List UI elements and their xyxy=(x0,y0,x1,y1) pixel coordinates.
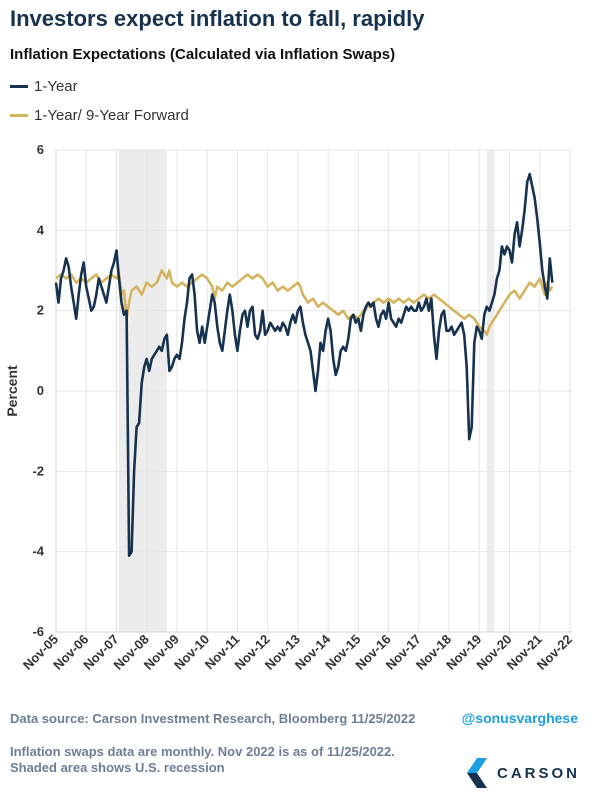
footnote: Inflation swaps data are monthly. Nov 20… xyxy=(10,744,395,776)
carson-logo-icon xyxy=(466,758,487,788)
footnote-line-2: Shaded area shows U.S. recession xyxy=(10,760,225,775)
chart-title: Investors expect inflation to fall, rapi… xyxy=(10,6,425,31)
y-tick-label-2: -2 xyxy=(32,463,44,478)
y-tick-label-1: -4 xyxy=(32,544,44,559)
data-source: Data source: Carson Investment Research,… xyxy=(10,711,416,726)
legend-item-1-year: 1-Year xyxy=(10,78,78,95)
legend-label-forward: 1-Year/ 9-Year Forward xyxy=(34,107,189,124)
y-axis-label: Percent xyxy=(4,365,20,417)
brand-name: CARSON xyxy=(496,764,580,782)
legend-item-forward: 1-Year/ 9-Year Forward xyxy=(10,107,189,124)
y-tick-label-4: 2 xyxy=(37,303,44,318)
y-tick-label-0: -6 xyxy=(32,624,44,639)
series-line-forward xyxy=(55,269,554,337)
brand-logo: CARSON xyxy=(466,758,580,788)
y-tick-label-5: 4 xyxy=(37,222,45,237)
y-tick-label-6: 6 xyxy=(37,142,44,157)
twitter-handle-link[interactable]: @sonusvarghese xyxy=(461,710,578,726)
series-line-1-year xyxy=(54,172,554,557)
footnote-line-1: Inflation swaps data are monthly. Nov 20… xyxy=(10,744,395,759)
y-tick-label-3: 0 xyxy=(37,383,44,398)
chart-area: -6-4-20246PercentNov-05Nov-06Nov-07Nov-0… xyxy=(4,142,575,673)
chart-subtitle: Inflation Expectations (Calculated via I… xyxy=(10,46,396,63)
legend-swatch-1-year xyxy=(10,85,28,88)
legend-swatch-forward xyxy=(10,114,28,117)
legend-label-1-year: 1-Year xyxy=(34,78,78,95)
